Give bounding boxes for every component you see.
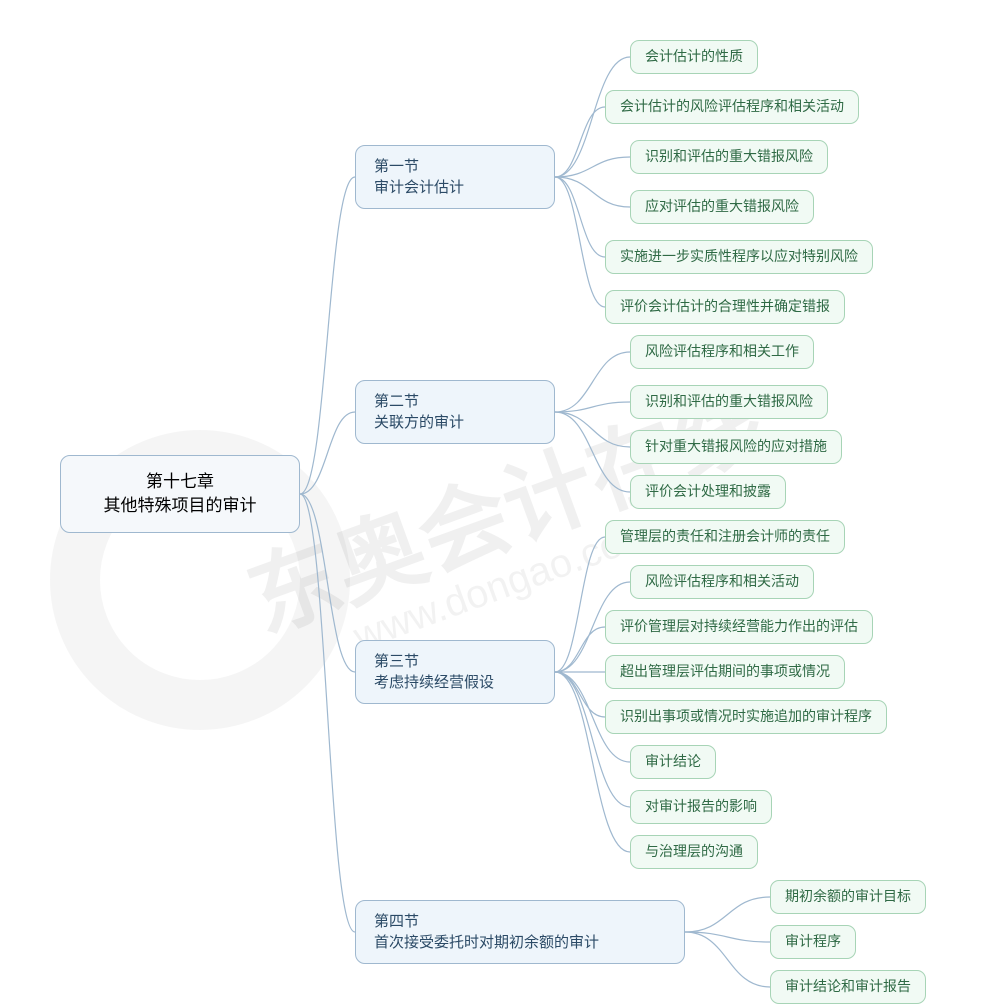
leaf-node-3-8: 与治理层的沟通 <box>630 835 758 869</box>
section-node-1: 第一节审计会计估计 <box>355 145 555 209</box>
leaf-node-4-1: 期初余额的审计目标 <box>770 880 926 914</box>
leaf-node-1-3: 识别和评估的重大错报风险 <box>630 140 828 174</box>
section-node-2: 第二节关联方的审计 <box>355 380 555 444</box>
leaf-node-1-1: 会计估计的性质 <box>630 40 758 74</box>
section-node-4: 第四节首次接受委托时对期初余额的审计 <box>355 900 685 964</box>
leaf-node-2-2: 识别和评估的重大错报风险 <box>630 385 828 419</box>
leaf-node-3-1: 管理层的责任和注册会计师的责任 <box>605 520 845 554</box>
leaf-node-4-2: 审计程序 <box>770 925 856 959</box>
leaf-node-1-4: 应对评估的重大错报风险 <box>630 190 814 224</box>
leaf-node-3-3: 评价管理层对持续经营能力作出的评估 <box>605 610 873 644</box>
leaf-node-2-4: 评价会计处理和披露 <box>630 475 786 509</box>
leaf-node-2-3: 针对重大错报风险的应对措施 <box>630 430 842 464</box>
root-node: 第十七章其他特殊项目的审计 <box>60 455 300 533</box>
leaf-node-2-1: 风险评估程序和相关工作 <box>630 335 814 369</box>
leaf-node-3-6: 审计结论 <box>630 745 716 779</box>
leaf-node-1-5: 实施进一步实质性程序以应对特别风险 <box>605 240 873 274</box>
leaf-node-3-4: 超出管理层评估期间的事项或情况 <box>605 655 845 689</box>
leaf-node-3-5: 识别出事项或情况时实施追加的审计程序 <box>605 700 887 734</box>
leaf-node-4-3: 审计结论和审计报告 <box>770 970 926 1004</box>
leaf-node-1-6: 评价会计估计的合理性并确定错报 <box>605 290 845 324</box>
leaf-node-3-2: 风险评估程序和相关活动 <box>630 565 814 599</box>
leaf-node-1-2: 会计估计的风险评估程序和相关活动 <box>605 90 859 124</box>
leaf-node-3-7: 对审计报告的影响 <box>630 790 772 824</box>
section-node-3: 第三节考虑持续经营假设 <box>355 640 555 704</box>
